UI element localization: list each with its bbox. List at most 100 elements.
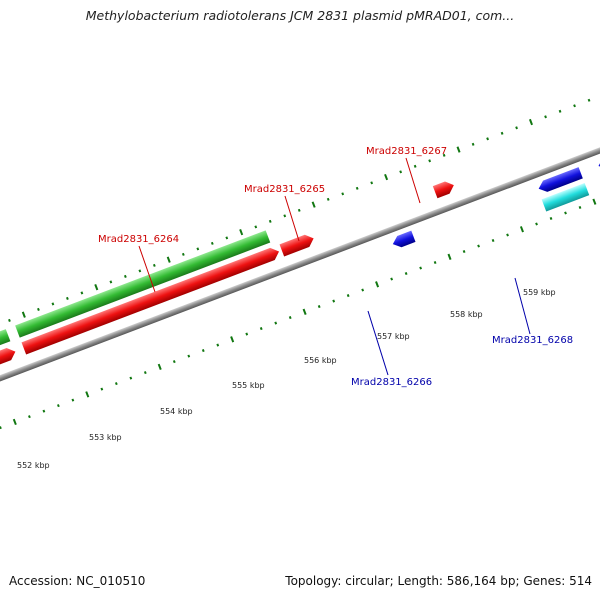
minor-tick	[477, 244, 480, 248]
forward-gene-arrow[interactable]	[21, 245, 282, 355]
minor-tick	[341, 192, 345, 196]
major-tick	[166, 256, 171, 263]
major-tick	[528, 118, 533, 126]
minor-tick	[28, 415, 31, 419]
minor-tick	[283, 214, 287, 218]
reverse-gene-arrow[interactable]	[537, 167, 583, 194]
map-title: Methylobacterium radiotolerans JCM 2831 …	[85, 8, 515, 23]
scale-label: 552 kbp	[17, 461, 50, 470]
minor-tick	[196, 247, 200, 251]
gene-label[interactable]: Mrad2831_6267	[366, 146, 447, 157]
minor-tick	[471, 142, 475, 146]
major-tick	[519, 226, 524, 233]
minor-tick	[100, 387, 104, 391]
cds-feature-band	[0, 230, 271, 374]
minor-tick	[317, 305, 321, 309]
minor-tick	[57, 404, 60, 408]
minor-tick	[123, 274, 127, 278]
minor-tick	[355, 186, 359, 190]
minor-tick	[172, 360, 176, 364]
minor-tick	[152, 263, 156, 267]
topology-summary: Topology: circular; Length: 586,164 bp; …	[285, 574, 592, 588]
major-tick	[239, 228, 244, 236]
minor-tick	[506, 233, 509, 237]
minor-tick	[442, 153, 446, 157]
minor-tick	[428, 159, 432, 163]
minor-tick	[399, 170, 403, 174]
minor-tick	[51, 302, 55, 306]
minor-tick	[245, 332, 249, 336]
minor-tick	[129, 376, 133, 380]
minor-tick	[297, 208, 301, 212]
minor-tick	[564, 211, 567, 215]
minor-tick	[268, 219, 272, 223]
minor-tick	[66, 296, 69, 300]
minor-tick	[535, 222, 538, 226]
forward-gene-arrow[interactable]	[279, 232, 316, 257]
minor-tick	[42, 409, 46, 413]
minor-tick	[274, 321, 278, 325]
major-tick	[230, 336, 235, 343]
minor-tick	[573, 104, 576, 108]
reverse-gene-arrow[interactable]	[596, 119, 600, 171]
minor-tick	[216, 343, 220, 347]
minor-tick	[587, 98, 591, 102]
scale-label: 557 kbp	[377, 332, 410, 341]
minor-tick	[288, 316, 292, 320]
accession-text: Accession: NC_010510	[9, 574, 146, 588]
major-tick	[592, 198, 597, 205]
scale-label: 553 kbp	[89, 433, 122, 442]
major-tick	[447, 253, 452, 260]
minor-tick	[71, 398, 75, 402]
gene-label[interactable]: Mrad2831_6266	[351, 377, 432, 388]
minor-tick	[80, 291, 84, 295]
major-tick	[311, 201, 316, 208]
reverse-gene-arrow[interactable]	[391, 230, 416, 250]
major-tick	[21, 311, 26, 318]
minor-tick	[390, 277, 394, 281]
forward-gene-track	[0, 179, 456, 391]
minor-tick	[515, 126, 518, 130]
minor-tick	[491, 238, 495, 243]
major-tick	[456, 146, 461, 153]
major-tick	[384, 173, 389, 181]
minor-tick	[361, 288, 365, 292]
minor-tick	[37, 307, 40, 311]
major-tick	[12, 418, 17, 426]
scale-labels: 552 kbp 553 kbp 554 kbp 555 kbp 556 kbp …	[17, 288, 556, 470]
minor-tick	[114, 382, 118, 386]
inner-tick-row	[0, 198, 597, 430]
scale-label: 554 kbp	[160, 407, 193, 416]
scale-label: 556 kbp	[304, 356, 337, 365]
minor-tick	[181, 252, 185, 256]
major-tick	[302, 308, 307, 315]
minor-tick	[578, 205, 582, 209]
minor-tick	[486, 137, 489, 141]
forward-gene-arrow[interactable]	[0, 346, 18, 391]
minor-tick	[549, 216, 553, 221]
major-tick	[94, 284, 99, 291]
minor-tick	[370, 181, 374, 185]
genome-backbone	[0, 115, 600, 406]
minor-tick	[143, 371, 147, 375]
scale-label: 555 kbp	[232, 381, 265, 390]
minor-tick	[259, 327, 263, 331]
minor-tick	[558, 109, 562, 113]
minor-tick	[346, 294, 350, 298]
gene-label[interactable]: Mrad2831_6268	[492, 335, 573, 346]
scale-label: 558 kbp	[450, 310, 483, 319]
gene-label[interactable]: Mrad2831_6264	[98, 234, 179, 245]
minor-tick	[254, 225, 258, 229]
gene-label[interactable]: Mrad2831_6265	[244, 184, 325, 195]
minor-tick	[326, 197, 330, 201]
forward-gene-arrow[interactable]	[432, 179, 456, 199]
minor-tick	[544, 115, 547, 119]
minor-tick	[0, 426, 2, 430]
reverse-gene-track	[391, 119, 600, 250]
minor-tick	[413, 164, 417, 168]
rna-gene-arrow[interactable]	[541, 182, 590, 212]
major-tick	[375, 281, 380, 288]
minor-tick	[225, 236, 229, 240]
minor-tick	[201, 349, 205, 353]
